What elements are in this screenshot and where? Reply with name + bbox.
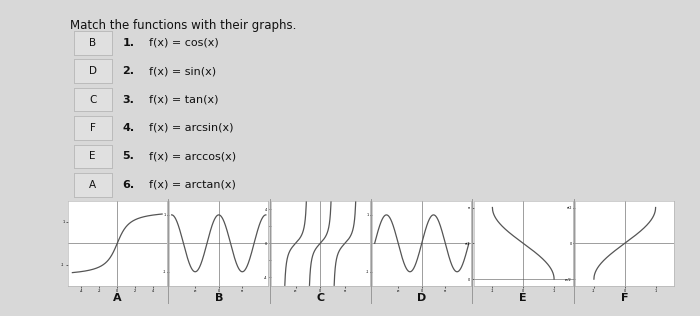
Text: Match the functions with their graphs.: Match the functions with their graphs. [70,19,296,32]
Text: f(x) = arccos(x): f(x) = arccos(x) [149,151,236,161]
Text: 2.: 2. [122,66,134,76]
Text: F: F [621,293,629,303]
Text: A: A [113,293,122,303]
Text: A: A [89,180,97,190]
Text: F: F [90,123,96,133]
Text: B: B [89,38,97,48]
Text: f(x) = sin(x): f(x) = sin(x) [149,66,216,76]
Text: 1.: 1. [122,38,134,48]
Text: C: C [89,94,97,105]
Text: D: D [417,293,426,303]
Text: f(x) = tan(x): f(x) = tan(x) [149,94,218,105]
Text: 5.: 5. [122,151,134,161]
Text: f(x) = arctan(x): f(x) = arctan(x) [149,180,236,190]
Text: f(x) = arcsin(x): f(x) = arcsin(x) [149,123,234,133]
Text: f(x) = cos(x): f(x) = cos(x) [149,38,219,48]
Text: 4.: 4. [122,123,134,133]
Text: E: E [90,151,96,161]
Text: D: D [89,66,97,76]
Text: 6.: 6. [122,180,134,190]
Text: C: C [316,293,324,303]
Text: 3.: 3. [122,94,134,105]
Text: E: E [519,293,527,303]
Text: B: B [215,293,223,303]
